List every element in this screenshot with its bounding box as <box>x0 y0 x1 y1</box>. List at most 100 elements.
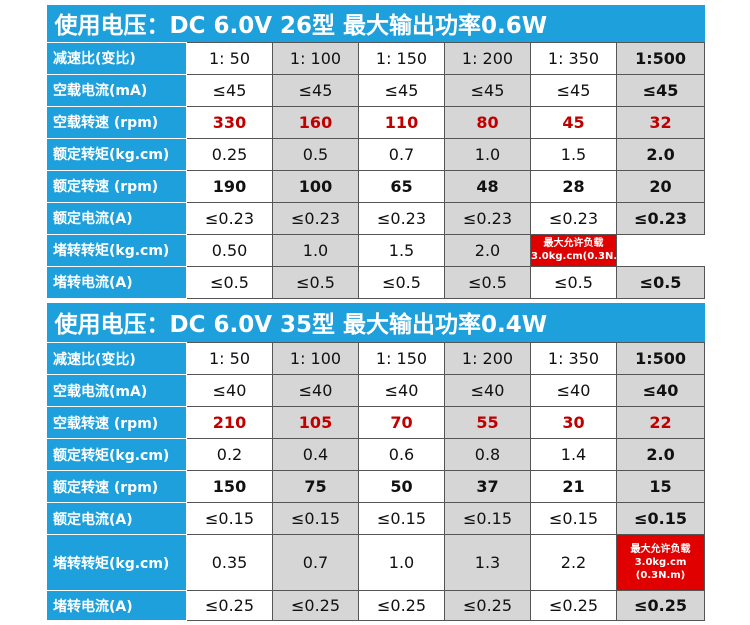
spec-value: ≤0.25 <box>272 590 359 621</box>
spec-value: 0.2 <box>186 438 273 471</box>
spec-value: 15 <box>615 470 706 503</box>
spec-value: ≤0.25 <box>358 590 445 621</box>
spec-value: ≤0.25 <box>530 590 617 621</box>
spec-value: ≤0.5 <box>444 265 531 299</box>
spec-value: 55 <box>444 406 531 439</box>
spec-value: 210 <box>186 406 273 439</box>
row-label: 额定电流(A) <box>46 502 187 535</box>
spec-value: 2.2 <box>530 534 617 591</box>
note-line: 最大允许负载 <box>543 238 604 249</box>
spec-row: 空载电流(mA) ≤45 ≤45 ≤45 ≤45 ≤45 ≤45 <box>46 73 706 107</box>
spec-row: 额定转矩(kg.cm) 0.25 0.5 0.7 1.0 1.5 2.0 <box>46 137 706 171</box>
spec-value: 0.8 <box>444 438 531 471</box>
spec-value: ≤0.5 <box>358 265 445 299</box>
spec-value: 20 <box>615 169 706 203</box>
spec-value: 22 <box>615 406 706 439</box>
spec-value: 110 <box>358 105 445 139</box>
spec-row: 堵转转矩(kg.cm) 0.35 0.7 1.0 1.3 2.2 最大允许负载 3.0kg.c… <box>46 534 706 591</box>
spec-value: 21 <box>530 470 617 503</box>
spec-value: ≤45 <box>530 73 617 107</box>
spec-value: ≤45 <box>186 73 273 107</box>
spec-value: 0.6 <box>358 438 445 471</box>
spec-value: 70 <box>358 406 445 439</box>
spec-value: 30 <box>530 406 617 439</box>
spec-value: 0.4 <box>272 438 359 471</box>
spec-value: ≤0.15 <box>444 502 531 535</box>
spec-value: 0.25 <box>186 137 273 171</box>
spec-value: ≤0.5 <box>186 265 273 299</box>
spec-tables: 使用电压：DC 6.0V 26型 最大输出功率0.6W 减速比(变比) 1: 50 1… <box>46 5 706 625</box>
spec-value: 1.5 <box>530 137 617 171</box>
table-title: 使用电压：DC 6.0V 35型 最大输出功率0.4W <box>46 302 705 343</box>
spec-row: 堵转电流(A) ≤0.25 ≤0.25 ≤0.25 ≤0.25 ≤0.25 ≤0.25 <box>46 590 706 621</box>
spec-value: 80 <box>444 105 531 139</box>
spec-row: 额定转速 (rpm) 150 75 50 37 21 15 <box>46 470 706 503</box>
spec-value: 150 <box>186 470 273 503</box>
spec-value: 330 <box>186 105 273 139</box>
load-note: 最大允许负载 3.0kg.cm(0.3N.m) <box>530 233 617 267</box>
spec-value: ≤0.15 <box>186 502 273 535</box>
spec-value: 1.0 <box>358 534 445 591</box>
spec-value: ≤0.25 <box>186 590 273 621</box>
spec-value: ≤0.15 <box>615 502 706 535</box>
spec-row: 空载电流(mA) ≤40 ≤40 ≤40 ≤40 ≤40 ≤40 <box>46 374 706 407</box>
spec-value: ≤45 <box>358 73 445 107</box>
spec-value: ≤40 <box>186 374 273 407</box>
spec-value: 75 <box>272 470 359 503</box>
note-line: 最大允许负载 <box>630 544 691 555</box>
spec-value: ≤0.23 <box>444 201 531 235</box>
spec-value: ≤40 <box>530 374 617 407</box>
spec-value: 160 <box>272 105 359 139</box>
spec-value: 0.5 <box>272 137 359 171</box>
spec-value: 105 <box>272 406 359 439</box>
spec-value: 1: 150 <box>358 41 445 75</box>
spec-value: ≤0.23 <box>530 201 617 235</box>
spec-value: 1: 150 <box>358 342 445 375</box>
spec-value: 1: 200 <box>444 41 531 75</box>
spec-row: 堵转电流(A) ≤0.5 ≤0.5 ≤0.5 ≤0.5 ≤0.5 ≤0.5 <box>46 265 706 299</box>
spec-value: ≤0.15 <box>272 502 359 535</box>
spec-value: ≤45 <box>615 73 706 107</box>
spec-value: ≤45 <box>272 73 359 107</box>
spec-value: ≤0.15 <box>530 502 617 535</box>
spec-value: ≤0.23 <box>186 201 273 235</box>
spec-value: 28 <box>530 169 617 203</box>
spec-value: 32 <box>615 105 706 139</box>
note-line: 3.0kg.cm(0.3N.m) <box>531 251 617 262</box>
spec-value: 1: 350 <box>530 342 617 375</box>
note-line: (0.3N.m) <box>635 570 686 581</box>
row-label: 空载电流(mA) <box>46 73 187 107</box>
spec-value: 2.0 <box>444 233 531 267</box>
spec-value: 1: 350 <box>530 41 617 75</box>
row-label: 空载转速 (rpm) <box>46 406 187 439</box>
spec-row: 额定电流(A) ≤0.15 ≤0.15 ≤0.15 ≤0.15 ≤0.15 ≤0.15 <box>46 502 706 535</box>
spec-value: 1: 100 <box>272 342 359 375</box>
spec-value: ≤40 <box>444 374 531 407</box>
spec-value: 1.4 <box>530 438 617 471</box>
spec-row: 减速比(变比) 1: 50 1: 100 1: 150 1: 200 1: 350 1:50… <box>46 41 706 75</box>
title-row: 使用电压：DC 6.0V 35型 最大输出功率0.4W <box>46 302 705 343</box>
title-row: 使用电压：DC 6.0V 26型 最大输出功率0.6W <box>46 5 705 42</box>
spec-row: 空载转速 (rpm) 330 160 110 80 45 32 <box>46 105 706 139</box>
spec-value: 45 <box>530 105 617 139</box>
spec-value: 100 <box>272 169 359 203</box>
spec-value: 1: 100 <box>272 41 359 75</box>
spec-value: 0.50 <box>186 233 273 267</box>
row-label: 额定转速 (rpm) <box>46 470 187 503</box>
spec-value: 65 <box>358 169 445 203</box>
table-title: 使用电压：DC 6.0V 26型 最大输出功率0.6W <box>46 5 705 42</box>
row-label: 额定转矩(kg.cm) <box>46 137 187 171</box>
spec-value: ≤0.15 <box>358 502 445 535</box>
row-label: 减速比(变比) <box>46 342 187 375</box>
spec-value: 50 <box>358 470 445 503</box>
row-label: 堵转电流(A) <box>46 265 187 299</box>
spec-value: ≤0.5 <box>615 265 706 299</box>
row-label: 空载转速 (rpm) <box>46 105 187 139</box>
spec-table: 使用电压：DC 6.0V 26型 最大输出功率0.6W 减速比(变比) 1: 50 1… <box>46 5 706 299</box>
spec-value: 0.7 <box>272 534 359 591</box>
spec-value: 48 <box>444 169 531 203</box>
spec-value: ≤0.23 <box>272 201 359 235</box>
row-label: 堵转转矩(kg.cm) <box>46 534 187 591</box>
